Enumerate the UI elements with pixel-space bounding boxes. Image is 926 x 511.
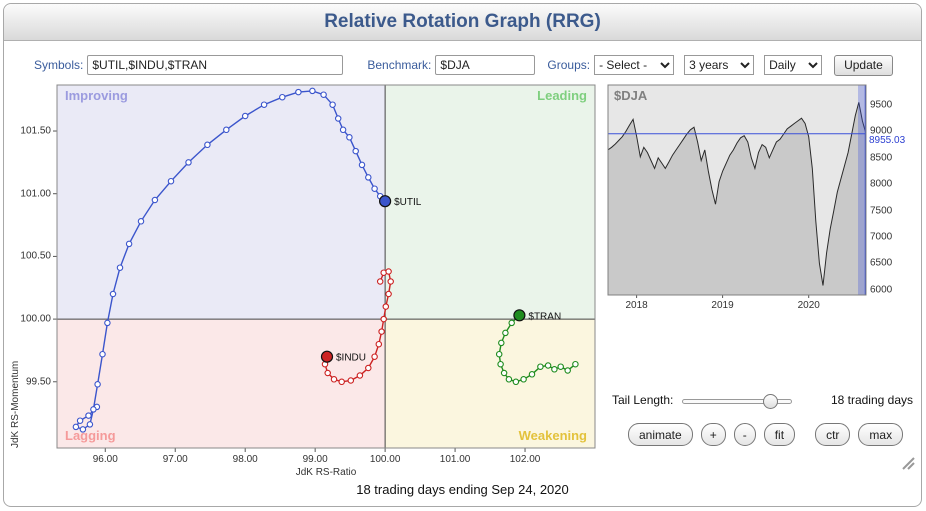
- tail-length-slider-track[interactable]: [682, 399, 792, 404]
- zoom-in-button[interactable]: +: [700, 423, 726, 446]
- resize-handle-icon[interactable]: [900, 455, 916, 471]
- rrg-y-axis: 99.50 100.00 100.50 101.00 101.50: [4, 85, 54, 448]
- benchmark-x-tick-label: 2018: [625, 300, 648, 311]
- rrg-x-axis: 96.00 97.00 98.00 99.00 100.00 101.00 102.00: [57, 454, 595, 466]
- period-select[interactable]: 3 years: [684, 55, 755, 75]
- rrg-y-tick-label: 99.50: [25, 376, 51, 388]
- benchmark-x-tick-label: 2019: [711, 300, 734, 311]
- frequency-select[interactable]: Daily: [764, 55, 823, 75]
- benchmark-y-tick-label: 8500: [870, 152, 893, 164]
- rrg-x-axis-title: JdK RS-Ratio: [295, 467, 357, 478]
- rrg-x-tick-label: 98.00: [232, 454, 258, 465]
- tail-length-slider-thumb[interactable]: [763, 394, 778, 409]
- svg-text:$INDU: $INDU: [336, 353, 366, 364]
- center-button[interactable]: ctr: [815, 423, 851, 446]
- rrg-y-tick-label: 101.50: [20, 125, 51, 137]
- symbols-label: Symbols:: [34, 58, 84, 72]
- rrg-chart-canvas[interactable]: $UTIL $INDU $TRAN: [53, 84, 596, 452]
- rrg-x-tick-label: 102.00: [509, 454, 541, 465]
- rrg-x-tick-label: 101.00: [439, 454, 471, 465]
- rrg-x-tick-label: 99.00: [302, 454, 328, 465]
- toolbar: Symbols: Benchmark: Groups: - Select - 3…: [34, 53, 893, 77]
- zoom-out-button[interactable]: -: [733, 423, 756, 446]
- benchmark-y-tick-label: 6500: [870, 257, 893, 269]
- benchmark-label: Benchmark:: [367, 58, 432, 72]
- rrg-y-tick-label: 100.00: [20, 313, 51, 325]
- rrg-x-tick-label: 97.00: [162, 454, 188, 465]
- symbols-input[interactable]: [87, 55, 344, 75]
- app-window: Relative Rotation Graph (RRG) Symbols: B…: [3, 3, 922, 507]
- benchmark-chart-title: $DJA: [614, 88, 648, 103]
- chart-controls: animate + - fit ctr max: [628, 423, 904, 446]
- footer-status: 18 trading days ending Sep 24, 2020: [356, 482, 569, 497]
- groups-select[interactable]: - Select -: [594, 55, 675, 75]
- benchmark-last-price-label: 8955.03: [868, 134, 907, 146]
- rrg-plot[interactable]: $UTIL $INDU $TRAN Improving Leading Laggin…: [53, 84, 596, 452]
- benchmark-y-tick-label: 7500: [870, 205, 893, 217]
- animate-button[interactable]: animate: [628, 423, 693, 446]
- benchmark-y-tick-label: 7000: [870, 231, 893, 243]
- svg-text:$TRAN: $TRAN: [528, 311, 561, 322]
- benchmark-y-tick-label: 6000: [870, 284, 893, 296]
- tail-length-label: Tail Length:: [612, 393, 674, 407]
- benchmark-chart-canvas: [607, 84, 867, 298]
- benchmark-y-tick-label: 9000: [870, 125, 893, 137]
- benchmark-input[interactable]: [435, 55, 536, 75]
- svg-text:$UTIL: $UTIL: [394, 197, 422, 208]
- quadrant-label-lagging: Lagging: [65, 428, 116, 443]
- tail-length-value: 18 trading days: [830, 393, 913, 407]
- benchmark-chart: $DJA: [607, 84, 867, 298]
- quadrant-label-improving: Improving: [65, 88, 128, 103]
- groups-label: Groups:: [547, 58, 591, 72]
- benchmark-x-tick-label: 2020: [797, 300, 820, 311]
- benchmark-y-tick-label: 8000: [870, 178, 893, 190]
- page-title: Relative Rotation Graph (RRG): [324, 11, 601, 32]
- fit-button[interactable]: fit: [763, 423, 796, 446]
- benchmark-y-axis: 9500 9000 8500 8000 7500 7000 6500 6000: [870, 85, 918, 296]
- max-button[interactable]: max: [858, 423, 904, 446]
- rrg-x-tick-label: 96.00: [92, 454, 118, 465]
- update-button[interactable]: Update: [834, 54, 893, 76]
- app-header: Relative Rotation Graph (RRG): [4, 4, 921, 41]
- quadrant-label-leading: Leading: [537, 88, 587, 103]
- rrg-y-tick-label: 100.50: [20, 250, 51, 262]
- quadrant-label-weakening: Weakening: [518, 428, 587, 443]
- benchmark-y-tick-label: 9500: [870, 99, 893, 111]
- rrg-y-tick-label: 101.00: [20, 188, 51, 200]
- benchmark-x-axis: 2018 2019 2020: [608, 300, 866, 312]
- rrg-x-tick-label: 100.00: [369, 454, 401, 465]
